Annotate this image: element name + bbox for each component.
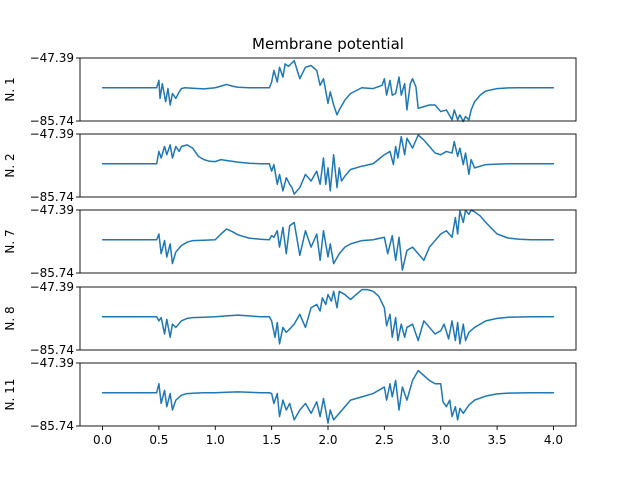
- membrane-potential-line: [101, 369, 555, 424]
- panel-y-label: N. 7: [3, 229, 17, 253]
- membrane-potential-line: [101, 134, 555, 195]
- y-tick-label: −85.74: [30, 343, 74, 357]
- chart-title: Membrane potential: [252, 35, 404, 53]
- x-tick-label: 4.0: [544, 433, 563, 447]
- x-tick-label: 2.0: [318, 433, 337, 447]
- y-tick-label: −47.39: [30, 280, 74, 294]
- subplot-panel: −47.39 −85.74 N. 8: [3, 280, 577, 357]
- y-tick-label: −85.74: [30, 266, 74, 280]
- panel-frame: [79, 286, 577, 351]
- x-tick-label: 0.0: [93, 433, 112, 447]
- y-tick-label: −85.74: [30, 190, 74, 204]
- subplot-panel: −47.39 −85.74 N. 11: [3, 356, 577, 433]
- x-tick-label: 1.0: [206, 433, 225, 447]
- subplot-panel: −47.39 −85.74 N. 7: [3, 203, 577, 280]
- x-tick-label: 2.5: [375, 433, 394, 447]
- x-tick-label: 0.5: [149, 433, 168, 447]
- y-tick-label: −85.74: [30, 419, 74, 433]
- membrane-potential-line: [101, 209, 555, 271]
- x-axis: 0.0 0.5 1.0 1.5 2.0 2.5 3.0 3.5 4.0: [93, 426, 563, 447]
- panel-y-label: N. 2: [3, 153, 17, 177]
- subplot-stack: −47.39−85.74N. 1−47.39−85.74N. 2−47.39−8…: [3, 51, 577, 433]
- y-tick-label: −47.39: [30, 127, 74, 141]
- membrane-potential-line: [101, 288, 555, 345]
- panel-frame: [79, 133, 577, 198]
- panel-frame: [79, 57, 577, 122]
- panel-y-label: N. 8: [3, 306, 17, 330]
- y-tick-label: −47.39: [30, 356, 74, 370]
- y-tick-label: −47.39: [30, 51, 74, 65]
- panel-frame: [79, 362, 577, 427]
- membrane-potential-line: [101, 59, 555, 123]
- panel-y-label: N. 1: [3, 77, 17, 101]
- subplot-panel: −47.39 −85.74 N. 1: [3, 51, 577, 128]
- y-tick-label: −85.74: [30, 114, 74, 128]
- subplot-panel: −47.39 −85.74 N. 2: [3, 127, 577, 204]
- x-tick-label: 3.0: [431, 433, 450, 447]
- panel-y-label: N. 11: [3, 379, 17, 411]
- y-tick-label: −47.39: [30, 203, 74, 217]
- panel-frame: [79, 209, 577, 274]
- x-tick-label: 1.5: [262, 433, 281, 447]
- x-tick-label: 3.5: [488, 433, 507, 447]
